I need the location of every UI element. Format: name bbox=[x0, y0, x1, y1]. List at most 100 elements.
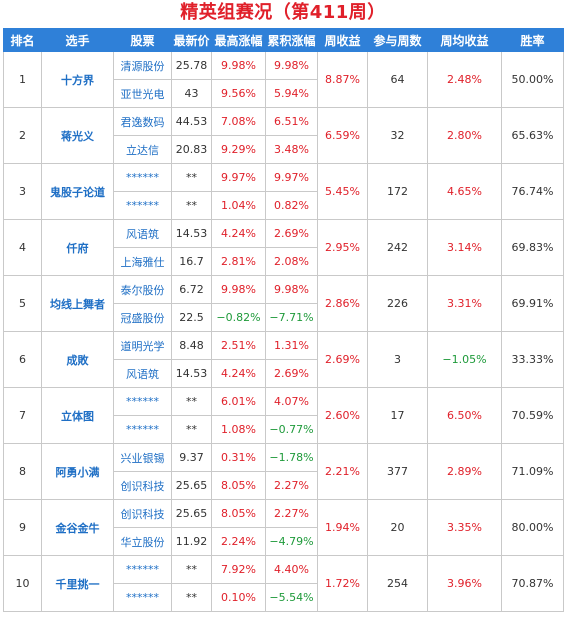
avg-weekly-return: 2.80% bbox=[427, 107, 502, 164]
stock-name: 亚世光电 bbox=[113, 79, 172, 108]
table-row: 2 蒋光义 君逸数码 44.53 7.08% 6.51% 6.59% 32 2.80% 65.63… bbox=[3, 107, 564, 164]
max-gain: 9.97% bbox=[211, 163, 266, 192]
latest-price: 43 bbox=[171, 79, 212, 108]
cumulative-gain: 9.98% bbox=[265, 275, 318, 304]
rank-cell: 7 bbox=[3, 387, 42, 444]
latest-price: 22.5 bbox=[171, 303, 212, 332]
latest-price: 20.83 bbox=[171, 135, 212, 164]
week-return: 5.45% bbox=[317, 163, 368, 220]
stock-name: ****** bbox=[113, 163, 172, 192]
table-row: 亚世光电 43 9.56% 5.94% bbox=[4, 79, 564, 108]
player-name: 阿勇小满 bbox=[41, 443, 114, 500]
cumulative-gain: 2.27% bbox=[265, 471, 318, 500]
table-body: 1 十方界 清源股份 25.78 9.98% 9.98% 8.87% 64 2.48% 50.00… bbox=[3, 51, 564, 612]
cumulative-gain: 9.97% bbox=[265, 163, 318, 192]
avg-weekly-return: 6.50% bbox=[427, 387, 502, 444]
latest-price: 44.53 bbox=[171, 107, 212, 136]
stock-name: ****** bbox=[113, 387, 172, 416]
header-row: 排名 选手 股票 最新价 最高涨幅 累积涨幅 周收益 参与周数 周均收益 胜率 bbox=[3, 28, 564, 52]
max-gain: 9.56% bbox=[211, 79, 266, 108]
max-gain: 7.92% bbox=[211, 555, 266, 584]
win-rate: 76.74% bbox=[501, 163, 564, 220]
cumulative-gain: 0.82% bbox=[265, 191, 318, 220]
latest-price: 14.53 bbox=[171, 359, 212, 388]
header-weeks-participated: 参与周数 bbox=[367, 28, 428, 52]
latest-price: 8.48 bbox=[171, 331, 212, 360]
cumulative-gain: 9.98% bbox=[265, 51, 318, 80]
max-gain: 2.24% bbox=[211, 527, 266, 556]
header-player: 选手 bbox=[41, 28, 114, 52]
cumulative-gain: 4.40% bbox=[265, 555, 318, 584]
max-gain: 0.31% bbox=[211, 443, 266, 472]
win-rate: 71.09% bbox=[501, 443, 564, 500]
stock-name: 创识科技 bbox=[113, 471, 172, 500]
header-avg-weekly-return: 周均收益 bbox=[427, 28, 502, 52]
cumulative-gain: 2.27% bbox=[265, 499, 318, 528]
player-name: 十方界 bbox=[41, 51, 114, 108]
max-gain: 8.05% bbox=[211, 499, 266, 528]
latest-price: 25.65 bbox=[171, 499, 212, 528]
latest-price: 11.92 bbox=[171, 527, 212, 556]
stock-name: 华立股份 bbox=[113, 527, 172, 556]
win-rate: 50.00% bbox=[501, 51, 564, 108]
rank-cell: 5 bbox=[3, 275, 42, 332]
avg-weekly-return: 2.89% bbox=[427, 443, 502, 500]
header-cumulative-gain: 累积涨幅 bbox=[265, 28, 318, 52]
latest-price: 25.78 bbox=[171, 51, 212, 80]
weeks-participated: 172 bbox=[367, 163, 428, 220]
cumulative-gain: −5.54% bbox=[265, 583, 318, 612]
cumulative-gain: −0.77% bbox=[265, 415, 318, 444]
week-return: 2.60% bbox=[317, 387, 368, 444]
weeks-participated: 32 bbox=[367, 107, 428, 164]
rank-cell: 6 bbox=[3, 331, 42, 388]
win-rate: 69.83% bbox=[501, 219, 564, 276]
weeks-participated: 17 bbox=[367, 387, 428, 444]
stock-name: 创识科技 bbox=[113, 499, 172, 528]
max-gain: 4.24% bbox=[211, 219, 266, 248]
avg-weekly-return: 3.96% bbox=[427, 555, 502, 612]
stock-name: 君逸数码 bbox=[113, 107, 172, 136]
cumulative-gain: 2.69% bbox=[265, 359, 318, 388]
stock-name: 风语筑 bbox=[113, 359, 172, 388]
stock-name: 道明光学 bbox=[113, 331, 172, 360]
table-row: ****** ** 1.04% 0.82% bbox=[4, 191, 564, 220]
table-row: 7 立体图 ****** ** 6.01% 4.07% 2.60% 17 6.50% 70.59% bbox=[3, 387, 564, 444]
avg-weekly-return: −1.05% bbox=[427, 331, 502, 388]
stock-name: 泰尔股份 bbox=[113, 275, 172, 304]
table-row: 立达信 20.83 9.29% 3.48% bbox=[4, 135, 564, 164]
cumulative-gain: 4.07% bbox=[265, 387, 318, 416]
max-gain: 2.51% bbox=[211, 331, 266, 360]
avg-weekly-return: 3.35% bbox=[427, 499, 502, 556]
latest-price: 6.72 bbox=[171, 275, 212, 304]
latest-price: ** bbox=[171, 191, 212, 220]
cumulative-gain: −1.78% bbox=[265, 443, 318, 472]
stock-name: ****** bbox=[113, 415, 172, 444]
player-name: 金谷金牛 bbox=[41, 499, 114, 556]
cumulative-gain: −7.71% bbox=[265, 303, 318, 332]
header-stock: 股票 bbox=[113, 28, 172, 52]
win-rate: 70.87% bbox=[501, 555, 564, 612]
max-gain: 2.81% bbox=[211, 247, 266, 276]
rank-cell: 3 bbox=[3, 163, 42, 220]
player-name: 成敗 bbox=[41, 331, 114, 388]
table-row: 创识科技 25.65 8.05% 2.27% bbox=[4, 471, 564, 500]
table-row: 6 成敗 道明光学 8.48 2.51% 1.31% 2.69% 3 −1.05% 33.33% bbox=[3, 331, 564, 388]
max-gain: 9.98% bbox=[211, 275, 266, 304]
week-return: 2.21% bbox=[317, 443, 368, 500]
latest-price: ** bbox=[171, 415, 212, 444]
cumulative-gain: 2.69% bbox=[265, 219, 318, 248]
avg-weekly-return: 3.31% bbox=[427, 275, 502, 332]
latest-price: 9.37 bbox=[171, 443, 212, 472]
weeks-participated: 64 bbox=[367, 51, 428, 108]
latest-price: 14.53 bbox=[171, 219, 212, 248]
latest-price: ** bbox=[171, 583, 212, 612]
player-name: 鬼股子论道 bbox=[41, 163, 114, 220]
header-week-return: 周收益 bbox=[317, 28, 368, 52]
rank-cell: 10 bbox=[3, 555, 42, 612]
avg-weekly-return: 4.65% bbox=[427, 163, 502, 220]
rank-cell: 4 bbox=[3, 219, 42, 276]
stock-name: 清源股份 bbox=[113, 51, 172, 80]
header-latest-price: 最新价 bbox=[171, 28, 212, 52]
table-row: 10 千里挑一 ****** ** 7.92% 4.40% 1.72% 254 3.96% 70.… bbox=[3, 555, 564, 612]
stock-name: ****** bbox=[113, 191, 172, 220]
